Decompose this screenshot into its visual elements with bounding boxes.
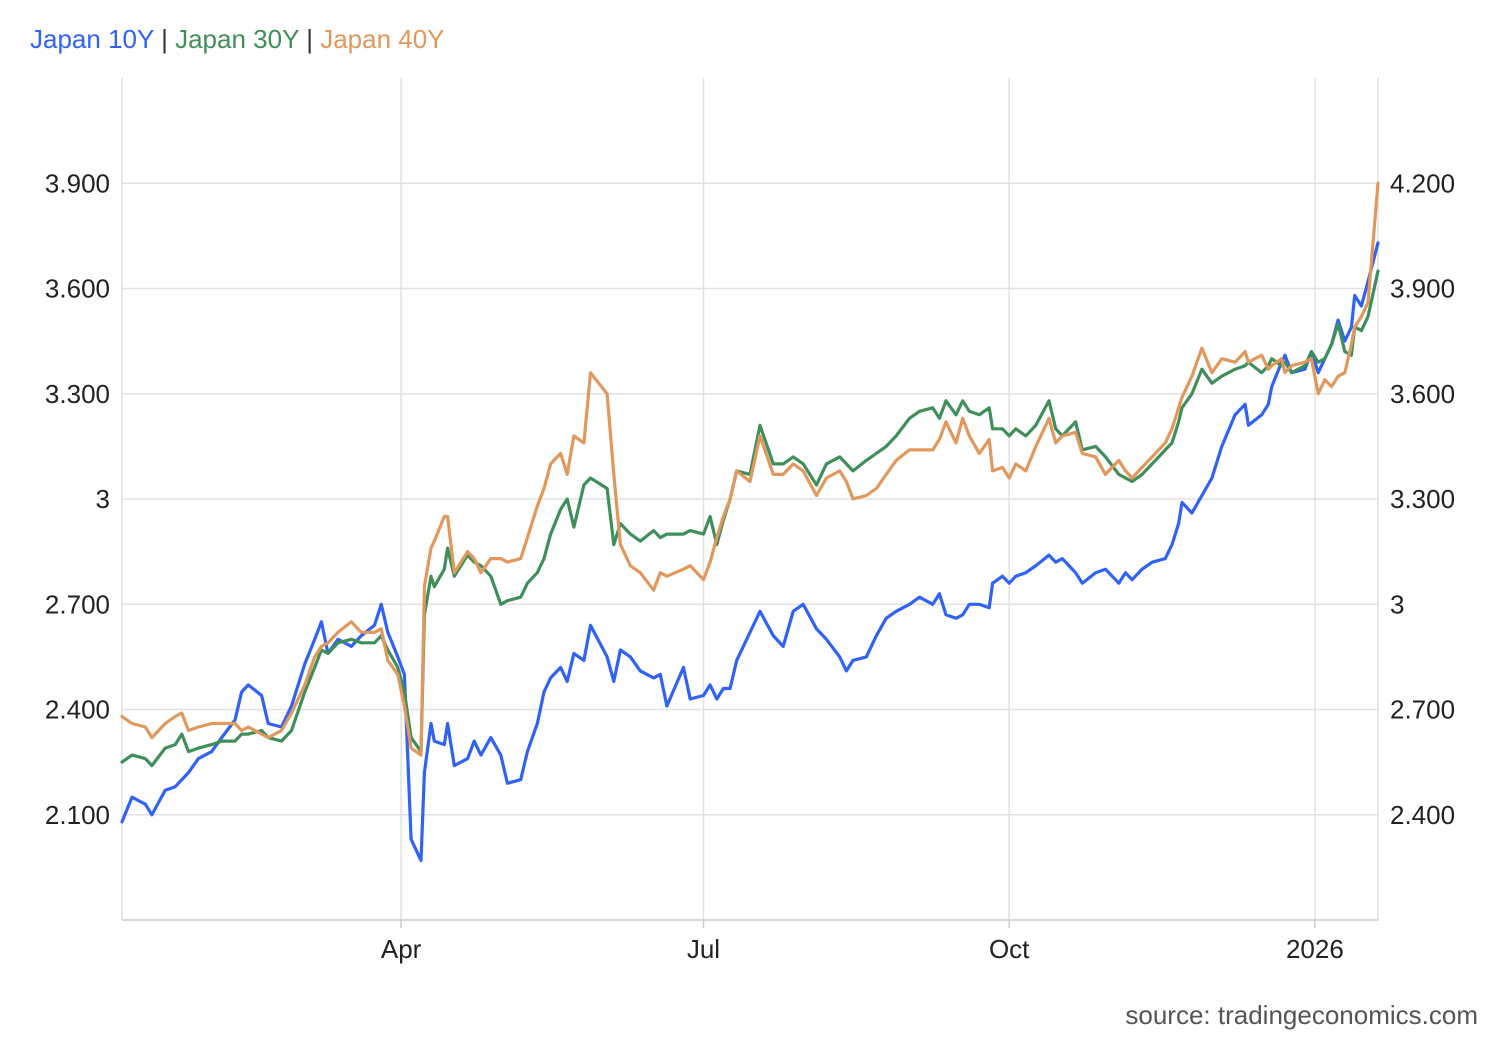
x-axis-tick-label: 2026: [1286, 934, 1344, 964]
chart-legend: Japan 10Y | Japan 30Y | Japan 40Y: [30, 24, 445, 55]
right-axis-tick-label: 2.400: [1390, 800, 1455, 830]
left-axis-tick-label: 2.700: [45, 589, 110, 619]
right-axis-tick-label: 2.700: [1390, 695, 1455, 725]
right-axis-tick-label: 4.200: [1390, 168, 1455, 198]
x-axis-tick-label: Oct: [989, 934, 1030, 964]
legend-separator: |: [161, 24, 168, 54]
series-line-japan-30y: [120, 269, 1380, 768]
left-axis-tick-label: 2.100: [45, 800, 110, 830]
chart-series: [120, 181, 1380, 862]
legend-item-japan-40y[interactable]: Japan 40Y: [320, 24, 445, 54]
legend-item-japan-10y[interactable]: Japan 10Y: [30, 24, 154, 54]
left-axis-tick-label: 3.900: [45, 168, 110, 198]
left-axis-tick-label: 3: [96, 484, 110, 514]
x-axis-tick-label: Jul: [687, 934, 720, 964]
chart-grid: [122, 78, 1378, 920]
left-axis-tick-label: 3.600: [45, 274, 110, 304]
left-axis-tick-label: 3.300: [45, 379, 110, 409]
right-axis-tick-label: 3: [1390, 589, 1404, 619]
source-credit: source: tradingeconomics.com: [1125, 1000, 1478, 1030]
right-axis-tick-label: 3.600: [1390, 379, 1455, 409]
x-axis-tick-label: Apr: [381, 934, 422, 964]
left-axis-tick-label: 2.400: [45, 695, 110, 725]
series-line-japan-40y: [120, 181, 1380, 757]
chart-tick-labels: 2.100 2.400 2.700 3 3.300 3.600 3.900 2.400 2.70…: [45, 168, 1455, 964]
legend-item-japan-30y[interactable]: Japan 30Y: [175, 24, 299, 54]
legend-separator: |: [306, 24, 313, 54]
right-axis-tick-label: 3.300: [1390, 484, 1455, 514]
right-axis-tick-label: 3.900: [1390, 274, 1455, 304]
series-line-japan-10y: [120, 241, 1380, 862]
chart-axes: [121, 78, 1379, 928]
